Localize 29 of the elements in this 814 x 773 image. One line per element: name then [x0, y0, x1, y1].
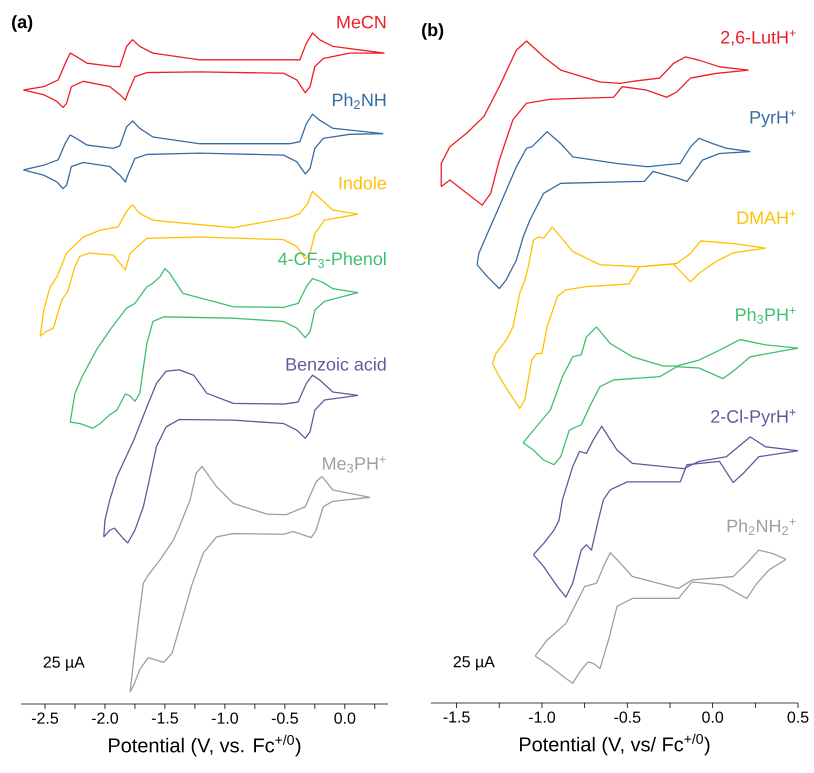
x-axis-title: Potential (V, vs/ Fc$^{+/0}$)	[520, 734, 710, 756]
annotation: 25 µA	[454, 656, 495, 671]
x-tick-label: 0.0	[334, 712, 356, 724]
series-label: PyrH$^{+}$	[750, 110, 796, 128]
series-label: Benzoic acid	[286, 357, 386, 371]
x-tick-label: -1.5	[152, 712, 178, 724]
series-label: 4-CF$_{3}$-Phenol	[278, 252, 386, 268]
series-label: DMAH$^{+}$	[738, 210, 796, 224]
series-label: 2-Cl-PyrH$^{+}$	[711, 409, 796, 426]
x-tick-label: -1.0	[528, 712, 556, 723]
annotation: 25 µA	[44, 656, 85, 671]
x-tick-label: -0.5	[272, 712, 298, 724]
series-label: Me$_{3}$PH$^{+}$	[323, 456, 386, 473]
series-label: MeCN	[337, 16, 386, 28]
series-label: Ph$_{2}$NH	[332, 93, 386, 109]
series-label: 2,6-LutH$^{+}$	[721, 30, 796, 46]
series-label: Indole	[340, 176, 386, 190]
x-tick-label: -2.0	[92, 712, 118, 724]
series-label: Ph$_{3}$PH$^{+}$	[736, 307, 796, 324]
x-tick-label: 0.5	[788, 712, 808, 723]
x-tick-label: -0.5	[614, 712, 640, 723]
chart-title: (b)	[422, 23, 444, 40]
x-tick-label: -1.5	[444, 712, 470, 723]
x-tick-label: 0.0	[702, 712, 724, 723]
x-axis-title: Potential (V, vs. Fc$^{+/0}$)	[109, 734, 300, 756]
x-tick-label: -1.0	[212, 712, 238, 724]
chart-title: (a)	[12, 15, 32, 32]
x-tick-label: -2.5	[32, 712, 58, 724]
series-label: Ph$_{2}$NH$_{2}$+	[728, 518, 796, 535]
